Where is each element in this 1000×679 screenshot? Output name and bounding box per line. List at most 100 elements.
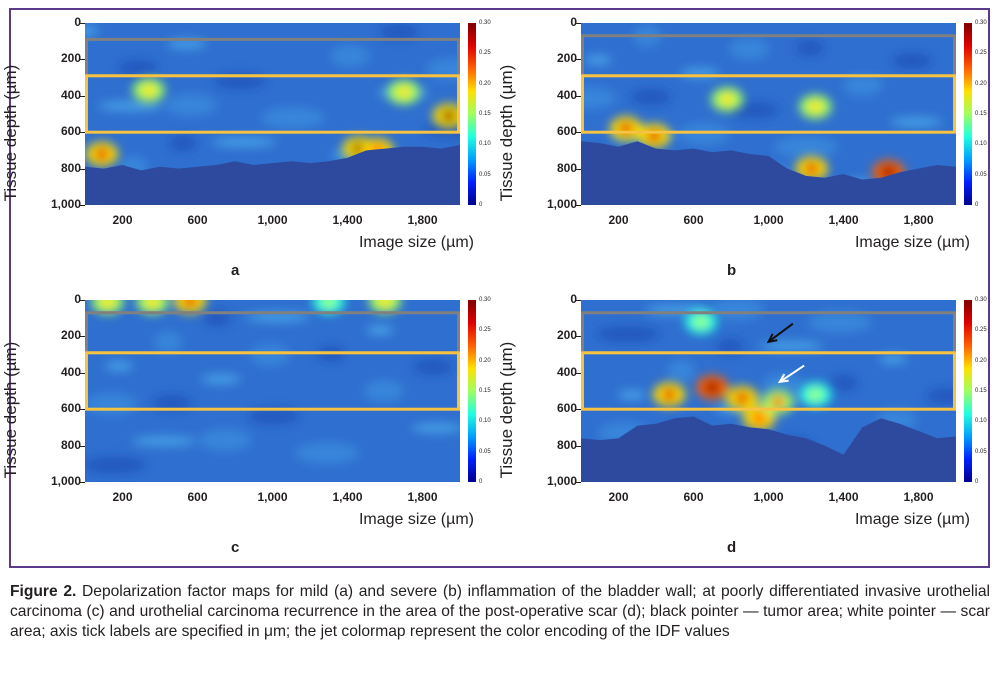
texture-blob <box>926 388 956 404</box>
y-tick-mark <box>79 23 85 24</box>
y-tick-label: 1,000 <box>546 474 577 488</box>
y-tick-label: 600 <box>556 124 577 139</box>
x-tick-label: 1,800 <box>903 490 934 504</box>
hot-spot-core <box>94 148 109 161</box>
y-tick-mark <box>79 59 85 61</box>
texture-blob <box>154 331 182 353</box>
x-tick-label: 1,000 <box>257 490 288 504</box>
colorbar-tick-label: 0 <box>975 202 979 208</box>
texture-blob <box>85 457 147 473</box>
y-axis-label: Tissue depth (µm) <box>497 58 517 208</box>
colorbar-tick-label: 0.20 <box>479 357 491 364</box>
y-tick-label: 0 <box>570 15 577 29</box>
x-tick-label: 1,400 <box>332 490 363 504</box>
x-axis-label: Image size (µm) <box>854 234 970 251</box>
colorbar <box>468 300 476 482</box>
hot-spot-core <box>441 109 456 122</box>
texture-blob <box>411 423 460 433</box>
texture-blob <box>596 326 660 342</box>
y-tick-mark <box>575 409 581 411</box>
texture-blob <box>796 40 824 56</box>
colorbar <box>468 23 476 205</box>
hot-spot-core <box>662 388 677 401</box>
x-tick-label: 600 <box>683 213 704 227</box>
y-tick-mark <box>79 205 85 206</box>
hot-spot-core <box>752 412 767 425</box>
y-tick-label: 1,000 <box>50 197 81 211</box>
y-tick-label: 200 <box>556 51 577 66</box>
texture-blob <box>712 300 764 320</box>
x-tick-label: 200 <box>608 490 629 504</box>
x-axis-label: Image size (µm) <box>854 511 970 528</box>
y-tick-mark <box>79 95 85 97</box>
hot-spot-core <box>808 100 823 113</box>
y-tick-mark <box>575 59 581 61</box>
x-tick-label: 1,000 <box>753 490 784 504</box>
colorbar-tick-label: 0.20 <box>479 80 491 87</box>
x-tick-label: 1,000 <box>753 213 784 227</box>
colorbar-tick-label: 0.30 <box>479 20 491 26</box>
colorbar-tick-label: 0.05 <box>479 448 491 455</box>
texture-blob <box>120 156 148 171</box>
figure-caption: Figure 2. Depolarization factor maps for… <box>10 582 990 642</box>
y-tick-label: 800 <box>556 437 577 452</box>
texture-blob <box>581 87 616 109</box>
y-tick-mark <box>575 23 581 24</box>
tissue-region <box>85 300 460 482</box>
texture-bands <box>85 310 460 473</box>
y-tick-mark <box>575 482 581 483</box>
hot-spot-core <box>808 388 823 401</box>
y-axis-label-text: Tissue depth (µm) <box>497 64 516 202</box>
colorbar-tick-label: 0.10 <box>975 418 987 425</box>
texture-blob <box>366 325 394 335</box>
y-axis-label: Tissue depth (µm) <box>1 335 21 485</box>
texture-blob <box>167 39 207 49</box>
panel-d: Tissue depth (µm) 0 200 400 600 800 1,000 200 60… <box>497 285 987 556</box>
hot-spot-core <box>705 381 720 394</box>
hot-spot-core <box>100 300 115 308</box>
y-tick-label: 0 <box>74 15 81 29</box>
depolarization-map <box>581 23 956 205</box>
colorbar-tick-label: 0.25 <box>975 327 987 334</box>
depolarization-map <box>85 23 460 205</box>
texture-blob <box>105 361 133 371</box>
panel-label: a <box>231 262 240 279</box>
colorbar-tick-label: 0.15 <box>479 111 491 117</box>
texture-blob <box>246 312 310 322</box>
y-tick-mark <box>575 168 581 170</box>
texture-blob <box>759 341 823 351</box>
colorbar-tick-label: 0.30 <box>975 20 987 26</box>
texture-blob <box>843 74 883 96</box>
colorbar-tick-label: 0.30 <box>479 297 491 303</box>
texture-blob <box>261 107 325 129</box>
y-axis-label-text: Tissue depth (µm) <box>1 64 20 202</box>
panel-label: c <box>231 539 240 556</box>
y-tick-mark <box>79 482 85 483</box>
texture-blob <box>118 60 158 76</box>
colorbar-tick-label: 0.15 <box>975 388 987 394</box>
texture-blob <box>892 53 932 69</box>
y-tick-label: 600 <box>60 124 81 139</box>
texture-blob <box>330 45 370 67</box>
texture-blob <box>667 360 695 382</box>
texture-blob <box>716 339 744 355</box>
hot-spot-core <box>770 395 785 408</box>
y-tick-label: 800 <box>60 160 81 175</box>
texture-blob <box>379 24 419 40</box>
x-tick-label: 1,800 <box>407 213 438 227</box>
texture-blob <box>85 26 99 36</box>
y-axis-label-text: Tissue depth (µm) <box>497 341 516 479</box>
heat-map-svg <box>581 300 956 482</box>
y-tick-mark <box>575 336 581 338</box>
heat-map-svg <box>581 23 956 205</box>
hot-spot-core <box>321 300 336 308</box>
y-tick-mark <box>575 300 581 301</box>
texture-blob <box>212 137 276 147</box>
colorbar <box>964 300 972 482</box>
colorbar-tick-label: 0.20 <box>975 80 987 87</box>
texture-blob <box>364 380 404 402</box>
hot-spot-core <box>804 162 819 175</box>
hot-spot-core <box>145 300 160 308</box>
x-tick-label: 1,800 <box>407 490 438 504</box>
texture-blob <box>890 117 942 127</box>
